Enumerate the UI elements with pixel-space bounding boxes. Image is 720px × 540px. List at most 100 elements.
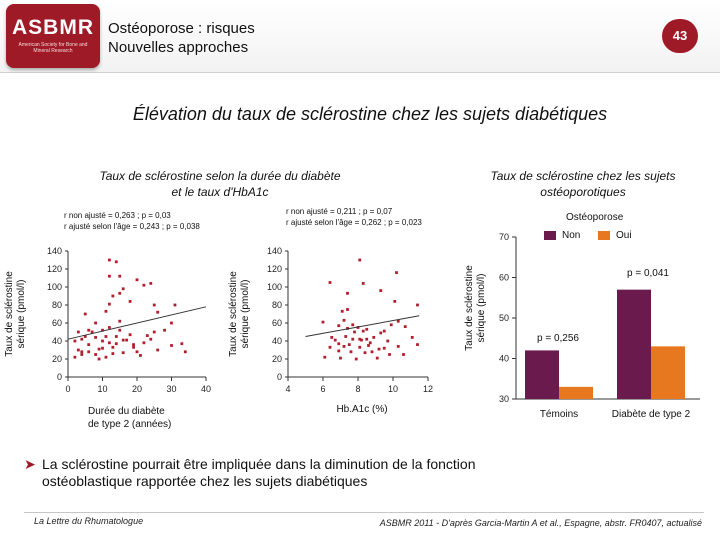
scatter1-point [128, 300, 132, 303]
scatter1-point [149, 337, 153, 341]
scatter2-point [386, 339, 390, 343]
scatter2-y-label-line2: sérique (pmol/l) [240, 280, 251, 349]
left-subtitle: Taux de sclérostine selon la durée du di… [40, 168, 400, 200]
scatter1-point [97, 347, 101, 351]
scatter2-point [379, 289, 383, 292]
scatter1-stats-line1: r non ajusté = 0,263 ; p = 0,03 [64, 211, 171, 220]
legend-title: Ostéoporose [566, 212, 624, 223]
scatter2-point [353, 330, 356, 334]
scatter2-point [368, 341, 372, 345]
scatter2-point [340, 309, 344, 313]
scatter2-point [337, 342, 341, 346]
footer-divider [24, 512, 704, 513]
scatter2-x-tick-label: 6 [320, 384, 325, 394]
slide-number-badge: 43 [662, 19, 698, 53]
scatter1-y-tick-label: 40 [52, 336, 62, 346]
scatter2-point [363, 351, 367, 355]
scatter2-point [365, 327, 369, 331]
scatter2-point [365, 337, 369, 341]
scatter1-point [108, 326, 111, 329]
scatter1-point [118, 328, 122, 332]
scatter2-point [389, 323, 393, 327]
scatter1-stats-line2: r ajusté selon l'âge = 0,243 ; p = 0,038 [64, 222, 200, 231]
scatter1-point [90, 330, 94, 334]
scatter1-point [83, 312, 87, 316]
scatter1-point [142, 341, 146, 345]
scatter2-point [382, 346, 386, 350]
scatter1-point [149, 282, 153, 285]
scatter2-y-tick-label: 40 [272, 336, 282, 346]
scatter1-point [108, 302, 111, 306]
scatter2-y-tick-label: 20 [272, 354, 282, 364]
scatter1-point [180, 342, 184, 346]
scatter1-point [108, 274, 111, 278]
scatter1-point [101, 339, 104, 343]
scatter1-point [101, 328, 104, 332]
header-title-line2: Nouvelles approches [108, 39, 249, 56]
scatter1-point [87, 328, 91, 332]
right-subtitle: Taux de sclérostine chez les sujets osté… [448, 168, 718, 200]
scatter1-point [80, 353, 84, 356]
scatter1-point [111, 352, 115, 355]
scatter2-point [347, 343, 351, 346]
scatter2-y-tick-label: 0 [277, 372, 282, 382]
asbmr-logo: ASBMR American Society for Bone and Mine… [6, 4, 100, 68]
bar-annotation-temoins: p = 0,256 [537, 333, 579, 344]
legend-item-non: Non [544, 230, 580, 241]
scatter2-point [358, 345, 362, 349]
scatter2-point [333, 338, 337, 342]
scatter1-y-tick-label: 100 [47, 282, 62, 292]
scatter1-x-tick-label: 0 [65, 384, 70, 394]
scatter1-stats: r non ajusté = 0,263 ; p = 0,03 r ajusté… [64, 210, 200, 232]
main-title: Élévation du taux de sclérostine chez le… [132, 104, 608, 124]
scatter1-point [156, 348, 160, 352]
scatter2-point [410, 336, 414, 339]
scatter1-point [121, 287, 125, 291]
scatter2-point [379, 331, 383, 335]
scatter1-y-tick-label: 140 [47, 246, 62, 256]
scatter2-point [328, 281, 332, 284]
scatter1-point [139, 354, 142, 357]
scatter2-x-tick-label: 8 [355, 384, 360, 394]
scatter2-y-tick-label: 80 [272, 300, 282, 310]
scatter2-y-tick-label: 60 [272, 318, 282, 328]
conclusion-line1: La sclérostine pourrait être impliquée d… [42, 456, 476, 472]
bar-chart-y-tick-label: 60 [499, 273, 509, 283]
scatter2-point [358, 258, 362, 262]
scatter1-point [87, 343, 91, 346]
scatter1-point [156, 310, 160, 314]
bar-chart-y-tick-label: 30 [499, 394, 509, 404]
bar-temoins-oui [559, 386, 593, 399]
scatter1-point [94, 353, 97, 356]
scatter2-y-label-line1: Taux de sclérostine [228, 271, 239, 357]
scatter2-point [328, 345, 332, 349]
left-subtitle-line1: Taux de sclérostine selon la durée du di… [99, 169, 341, 183]
legend-item-oui: Oui [598, 230, 632, 241]
scatter2-point [361, 329, 365, 333]
scatter2-x-tick-label: 12 [423, 384, 433, 394]
scatter2-point [321, 320, 325, 324]
scatter2-point [356, 326, 360, 329]
scatter1-point [80, 337, 84, 341]
scatter2-point [342, 345, 346, 348]
scatter1-point [76, 330, 80, 334]
scatter1-y-label-line2: sérique (pmol/l) [16, 280, 27, 349]
scatter2-point [416, 303, 419, 307]
scatter2-point [416, 343, 419, 346]
scatter1-point [121, 351, 125, 355]
scatter1-point [80, 350, 84, 354]
scatter1-point [163, 328, 166, 332]
conclusion-line2: ostéoblastique rapportée chez les sujets… [42, 473, 368, 489]
scatter1-x-tick-label: 20 [132, 384, 142, 394]
scatter1-point [152, 303, 156, 307]
scatter2-point [360, 338, 363, 342]
scatter1-point [118, 291, 122, 295]
scatter2-point [342, 318, 346, 322]
scatter2-point [402, 353, 405, 356]
scatter2-point [351, 337, 355, 341]
scatter2-point [367, 344, 370, 347]
legend-label-non: Non [562, 230, 581, 241]
scatter2-y-tick-label: 120 [267, 264, 282, 274]
scatter1-point [114, 260, 118, 264]
